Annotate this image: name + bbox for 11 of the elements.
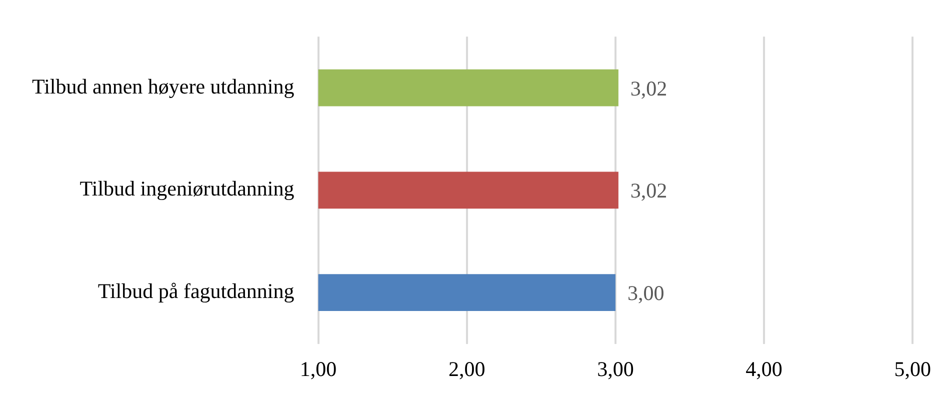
data-label: 3,02 <box>630 178 668 203</box>
data-label: 3,00 <box>627 281 664 306</box>
x-tick-label: 3,00 <box>597 356 634 381</box>
data-label: 3,02 <box>630 76 668 100</box>
x-tick-label: 5,00 <box>894 356 931 381</box>
y-tick-label: Tilbud annen høyere utdanning <box>32 74 295 98</box>
y-tick-label: Tilbud ingeniørutdanning <box>80 176 295 201</box>
x-tick-label: 2,00 <box>448 356 486 381</box>
y-tick-label: Tilbud på fagutdanning <box>98 279 295 304</box>
x-tick-label: 4,00 <box>746 356 782 381</box>
x-tick-label: 1,00 <box>300 356 337 381</box>
